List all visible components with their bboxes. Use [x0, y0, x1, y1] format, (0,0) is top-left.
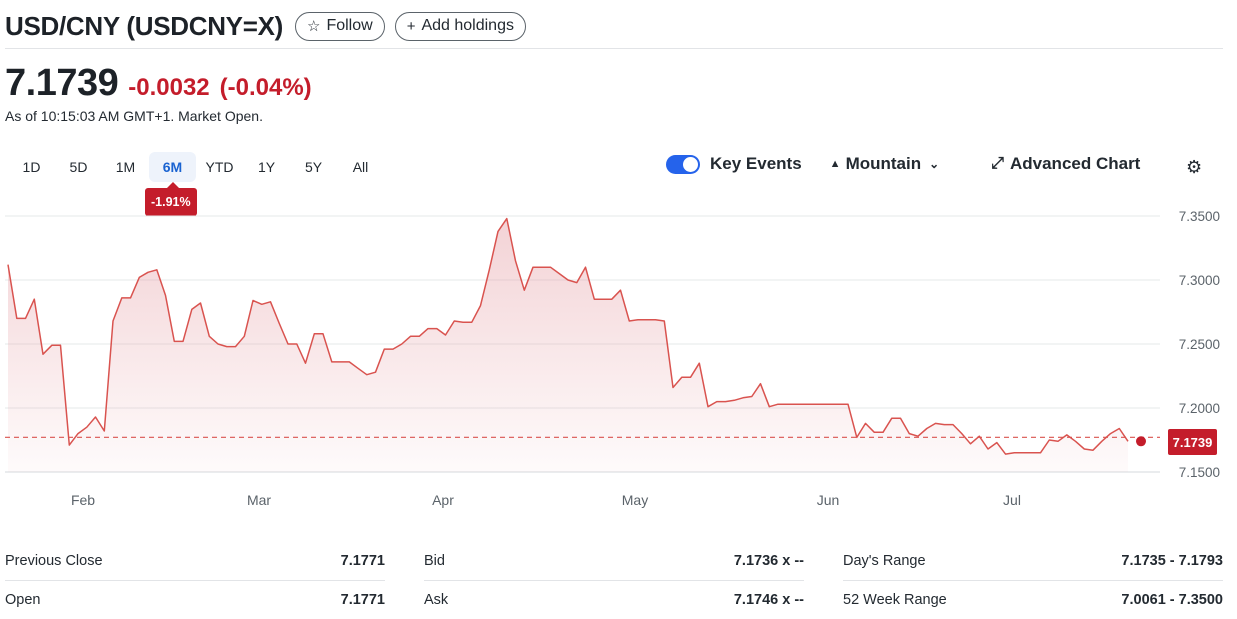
stat-label: Day's Range: [843, 553, 926, 569]
range-tab[interactable]: 1D: [22, 159, 41, 175]
key-events-toggle[interactable]: Key Events: [666, 154, 802, 174]
key-events-label: Key Events: [710, 154, 802, 173]
gear-icon[interactable]: ⚙: [1186, 157, 1203, 177]
quote-header: USD/CNY (USDCNY=X) ☆ Follow + Add holdin…: [5, 6, 1223, 46]
price-change-percent: (-0.04%): [219, 74, 312, 101]
x-tick-label: Apr: [432, 492, 454, 508]
x-tick-label: Feb: [71, 492, 95, 508]
current-price: 7.1739: [5, 62, 119, 104]
stats-column: Day's Range 7.1735 - 7.1793 52 Week Range 7…: [843, 542, 1223, 619]
stat-value: 7.1735 - 7.1793: [1121, 553, 1223, 569]
stat-label: Ask: [424, 592, 449, 608]
stat-row: Day's Range 7.1735 - 7.1793: [843, 542, 1223, 581]
header-divider: [5, 48, 1223, 49]
y-tick-label: 7.2500: [1179, 337, 1220, 352]
stat-row: 52 Week Range 7.0061 - 7.3500: [843, 581, 1223, 619]
range-tab[interactable]: YTD: [205, 159, 234, 175]
stat-value: 7.0061 - 7.3500: [1121, 592, 1223, 608]
range-change-badge: -1.91%: [145, 182, 197, 216]
stat-value: 7.1771: [340, 592, 385, 608]
as-of-timestamp: As of 10:15:03 AM GMT+1. Market Open.: [5, 108, 263, 124]
stats-column: Bid 7.1736 x -- Ask 7.1746 x --: [424, 542, 804, 619]
range-tab[interactable]: 1M: [115, 159, 136, 175]
chevron-down-icon: ⌄: [929, 157, 940, 171]
stat-row: Open 7.1771: [5, 581, 385, 619]
x-tick-label: Mar: [247, 492, 271, 508]
follow-label: Follow: [326, 17, 373, 34]
x-tick-label: Jul: [1003, 492, 1021, 508]
price-line: [7, 217, 1129, 455]
toggle-switch[interactable]: [666, 154, 700, 174]
range-tab[interactable]: 6M: [149, 152, 196, 182]
range-tab[interactable]: 5Y: [304, 159, 323, 175]
x-tick-label: Jun: [817, 492, 840, 508]
stat-label: Previous Close: [5, 553, 103, 569]
stat-value: 7.1736 x --: [733, 553, 804, 569]
mountain-icon: ▲: [829, 158, 841, 170]
stat-label: Bid: [424, 553, 445, 569]
add-holdings-button[interactable]: + Add holdings: [394, 11, 526, 41]
price-area: [8, 218, 1128, 472]
stat-value: 7.1746 x --: [733, 592, 804, 608]
price-row: 7.1739 -0.0032 (-0.04%): [5, 62, 312, 105]
advanced-chart-label: Advanced Chart: [1009, 154, 1141, 173]
stat-value: 7.1771: [340, 553, 385, 569]
add-holdings-label: Add holdings: [421, 17, 514, 34]
price-chart[interactable]: 7.3500 7.3000 7.2500 7.2000 7.1500 Feb Mar Apr M…: [0, 200, 1237, 520]
y-tick-label: 7.2000: [1179, 401, 1220, 416]
stat-row: Previous Close 7.1771: [5, 542, 385, 581]
star-icon: ☆: [307, 18, 321, 35]
y-tick-label: 7.3000: [1179, 273, 1220, 288]
expand-arrow-icon: ⤢: [991, 155, 1004, 172]
plus-icon: +: [406, 17, 416, 35]
advanced-chart-button[interactable]: ⤢ Advanced Chart: [991, 154, 1140, 174]
stat-label: 52 Week Range: [843, 592, 947, 608]
toggle-knob: [683, 156, 698, 172]
stats-column: Previous Close 7.1771 Open 7.1771: [5, 542, 385, 619]
y-tick-label: 7.1500: [1179, 465, 1220, 480]
stat-label: Open: [5, 592, 41, 608]
y-tick-label: 7.3500: [1179, 209, 1220, 224]
chart-type-label: Mountain: [845, 154, 922, 173]
range-tab[interactable]: 1Y: [257, 159, 276, 175]
chart-toolbar: Key Events ▲ Mountain ⌄ ⤢ Advanced Chart: [666, 154, 1140, 174]
price-change: -0.0032: [128, 74, 210, 101]
range-tab[interactable]: All: [352, 159, 369, 175]
stat-row: Bid 7.1736 x --: [424, 542, 804, 581]
stat-row: Ask 7.1746 x --: [424, 581, 804, 619]
range-selector: 1D 5D 1M 6M YTD 1Y 5Y All: [8, 152, 384, 182]
current-price-marker: [1136, 436, 1146, 447]
x-tick-label: May: [622, 492, 648, 508]
range-tab[interactable]: 5D: [69, 159, 88, 175]
current-price-badge: 7.1739: [1168, 429, 1217, 455]
chart-type-dropdown[interactable]: ▲ Mountain ⌄: [830, 154, 940, 174]
follow-button[interactable]: ☆ Follow: [295, 11, 385, 41]
page-title: USD/CNY (USDCNY=X): [5, 10, 283, 41]
